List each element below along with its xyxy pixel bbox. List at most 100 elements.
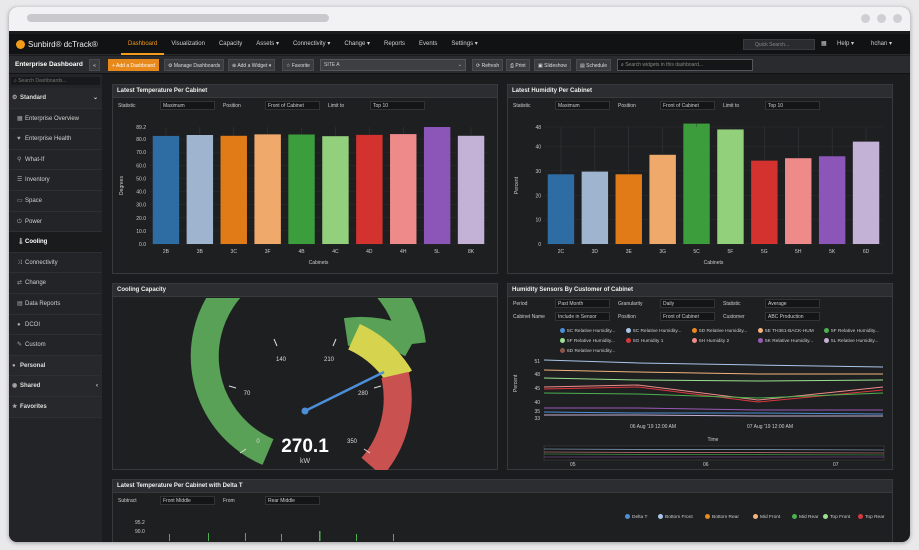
legend-item[interactable]: 5F Relative Humidity... — [560, 338, 615, 344]
site-select[interactable]: SITE A ⌄ — [320, 59, 466, 71]
manage-dashboards-button[interactable]: ⚙ Manage Dashboards — [164, 59, 225, 71]
position-select[interactable]: Front of Cabinet — [265, 101, 320, 110]
y-tick-label: 51 — [534, 359, 540, 365]
sidebar-item-whatif[interactable]: ⚲ What-If — [9, 150, 102, 171]
bar[interactable] — [683, 123, 710, 244]
bar[interactable] — [751, 160, 778, 244]
sidebar-section-shared[interactable]: ◉ Shared ‹ — [9, 376, 102, 397]
bar[interactable] — [152, 135, 180, 244]
legend-item[interactable]: Mid Front — [753, 514, 780, 520]
sidebar-section-standard[interactable]: ⚙ Standard ⌄ — [9, 88, 102, 109]
bar[interactable] — [785, 158, 812, 244]
nav-item-events[interactable]: Events — [419, 41, 438, 47]
legend-item[interactable]: Delta T — [625, 514, 647, 520]
bar[interactable] — [322, 136, 349, 244]
sidebar-item-custom[interactable]: ✎ Custom — [9, 335, 102, 356]
legend-item[interactable]: Bottom Rear — [705, 514, 739, 520]
help-menu[interactable]: Help ▾ — [837, 41, 855, 47]
window-dot-icon[interactable] — [861, 14, 870, 23]
user-menu[interactable]: hchan ▾ — [871, 41, 893, 47]
cabinet-name-select[interactable]: Include in Sensor — [555, 312, 610, 321]
legend-item[interactable]: Top Front — [823, 514, 850, 520]
bar[interactable] — [717, 129, 744, 244]
bar[interactable] — [390, 134, 417, 244]
sidebar-item-enterpriseoverview[interactable]: ▦ Enterprise Overview — [9, 109, 102, 130]
statistic-select[interactable]: Average — [765, 299, 820, 308]
refresh-button[interactable]: ⟳ Refresh — [472, 59, 504, 71]
bar[interactable] — [852, 141, 880, 244]
from-select[interactable]: Rear Middle — [265, 496, 320, 505]
nav-item-connectivity[interactable]: Connectivity ▾ — [292, 41, 331, 47]
window-dot-icon[interactable] — [893, 14, 902, 23]
subtract-select[interactable]: Front Middle — [160, 496, 215, 505]
bar[interactable] — [254, 134, 281, 244]
position-select[interactable]: Front of Cabinet — [660, 312, 715, 321]
sidebar-item-enterprisehealth[interactable]: ♥ Enterprise Health — [9, 129, 102, 150]
window-dot-icon[interactable] — [877, 14, 886, 23]
brand-logo[interactable]: Sunbird® dcTrack® — [16, 40, 98, 49]
collapse-sidebar-button[interactable]: « — [89, 59, 100, 71]
sidebar-item-connectivity[interactable]: ⤨ Connectivity — [9, 253, 102, 274]
legend-item[interactable]: 5C Relative Humidity... — [560, 328, 615, 334]
legend-item[interactable]: Bottom Front — [658, 514, 693, 520]
print-button[interactable]: ⎙ Print — [506, 59, 530, 71]
legend-item[interactable]: 6D Relative Humidity... — [560, 348, 615, 354]
granularity-select[interactable]: Daily — [660, 299, 715, 308]
position-select[interactable]: Front of Cabinet — [660, 101, 715, 110]
customer-select[interactable]: ABC Production — [765, 312, 820, 321]
calendar-icon[interactable]: ▦ — [821, 41, 827, 47]
legend-item[interactable]: Top Rear — [858, 514, 884, 520]
legend-item[interactable]: 5E TH361-BACK-HUM — [758, 328, 814, 334]
sidebar-item-inventory[interactable]: ☰ Inventory — [9, 170, 102, 191]
nav-item-dashboard[interactable]: Dashboard — [121, 34, 165, 55]
nav-item-settings[interactable]: Settings ▾ — [451, 41, 478, 47]
bar[interactable] — [423, 127, 451, 244]
bar[interactable] — [818, 156, 846, 244]
nav-item-capacity[interactable]: Capacity — [218, 41, 243, 47]
statistic-select[interactable]: Maximum — [555, 101, 610, 110]
schedule-button[interactable]: ▤ Schedule — [576, 59, 611, 71]
bar[interactable] — [186, 135, 214, 244]
legend-item[interactable]: 5L Relative Humidity... — [824, 338, 878, 344]
favorite-button[interactable]: ☆ Favorite — [282, 59, 314, 71]
bar[interactable] — [547, 174, 575, 244]
sidebar-item-power[interactable]: ⏻ Power — [9, 212, 102, 233]
slideshow-button[interactable]: ▣ Slideshow — [534, 59, 571, 71]
bar[interactable] — [649, 154, 676, 244]
address-bar[interactable] — [27, 14, 329, 22]
sidebar-search-input[interactable]: ⌕ Search Dashboards... — [11, 77, 100, 85]
sidebar-section-favorites[interactable]: ★ Favorites — [9, 396, 102, 418]
nav-item-visualization[interactable]: Visualization — [171, 41, 205, 47]
sidebar-item-space[interactable]: ▭ Space — [9, 191, 102, 212]
sidebar-item-change[interactable]: ⇄ Change — [9, 273, 102, 294]
sidebar-item-cooling[interactable]: 🌡Cooling — [9, 232, 102, 253]
sidebar-item-dcoi[interactable]: ● DCOI — [9, 315, 102, 336]
legend-item[interactable]: 5H Humidity 2 — [692, 338, 729, 344]
period-select[interactable]: Past Month — [555, 299, 610, 308]
legend-item[interactable]: 5G Humidity 1 — [626, 338, 663, 344]
nav-item-reports[interactable]: Reports — [384, 41, 406, 47]
bar[interactable] — [581, 171, 609, 244]
add-widget-button[interactable]: ⊕ Add a Widget ▾ — [228, 59, 276, 71]
limit-select[interactable]: Top 10 — [765, 101, 820, 110]
bar[interactable] — [356, 134, 383, 244]
legend-item[interactable]: 5C Relative Humidity... — [626, 328, 681, 334]
sidebar-section-personal[interactable]: ● Personal — [9, 355, 102, 377]
statistic-select[interactable]: Maximum — [160, 101, 215, 110]
bar[interactable] — [288, 134, 315, 244]
legend-item[interactable]: 5F Relative Humidity... — [824, 328, 879, 334]
legend-item[interactable]: 5K Relative Humidity... — [758, 338, 813, 344]
sidebar-item-datareports[interactable]: ▤ Data Reports — [9, 294, 102, 315]
bar[interactable] — [220, 135, 247, 244]
add-dashboard-button[interactable]: + Add a Dashboard — [108, 59, 159, 71]
nav-item-change[interactable]: Change ▾ — [344, 41, 371, 47]
bar[interactable] — [457, 135, 485, 244]
quick-search-input[interactable]: Quick Search... — [743, 39, 815, 50]
legend-item[interactable]: Mid Rear — [792, 514, 818, 520]
legend-item[interactable]: 5D Relative Humidity... — [692, 328, 747, 334]
widget-search-input[interactable]: ⌕ Search widgets in this dashboard... — [617, 59, 753, 71]
legend-label: Bottom Front — [665, 514, 693, 520]
bar[interactable] — [615, 174, 642, 244]
nav-item-assets[interactable]: Assets ▾ — [256, 41, 279, 47]
limit-select[interactable]: Top 10 — [370, 101, 425, 110]
